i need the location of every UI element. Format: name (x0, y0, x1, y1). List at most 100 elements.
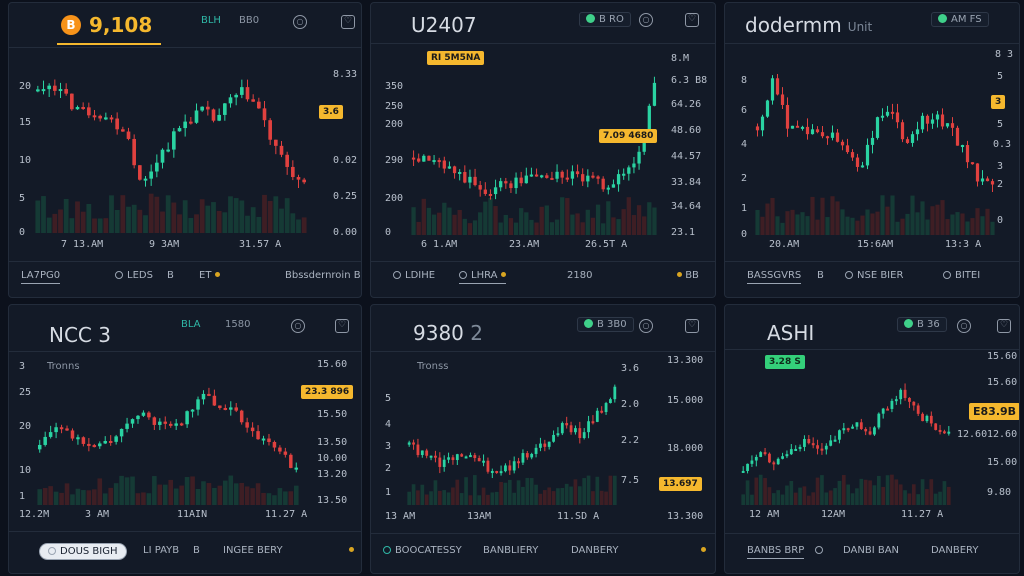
candle-body (885, 111, 890, 116)
filter-chip[interactable]: LI PAYB (143, 545, 179, 556)
tab-toggle[interactable]: B RO (579, 12, 631, 27)
filter-chip[interactable]: BB (677, 270, 699, 281)
volume-bar (69, 218, 75, 233)
y-axis-far-label: 13.300 (667, 511, 704, 522)
volume-bar (524, 212, 529, 235)
eye-icon[interactable]: ○ (293, 15, 307, 29)
square-icon (393, 271, 401, 279)
volume-bar (86, 490, 92, 505)
volume-bar (800, 212, 805, 235)
filter-chip[interactable]: 2180 (567, 270, 592, 281)
filter-chip[interactable]: B (167, 270, 174, 281)
chip-label: B (167, 270, 174, 281)
volume-bar (573, 479, 578, 505)
volume-bar (789, 481, 794, 505)
chart-caption: Tronns (47, 361, 80, 372)
footer-divider (371, 533, 715, 534)
y-axis-label: 0 (19, 227, 26, 238)
filter-chip[interactable]: LEDS (115, 270, 153, 281)
filter-chip[interactable]: ET (199, 270, 220, 281)
volume-bar (494, 491, 499, 505)
candle-body (488, 193, 493, 196)
eye-icon[interactable]: ○ (957, 319, 971, 333)
filter-chip[interactable]: BOOCATESSY (383, 545, 462, 556)
tab-label-right[interactable]: BB0 (239, 15, 260, 26)
volume-bar (636, 205, 642, 235)
tab-toggle[interactable]: B 3B0 (577, 317, 634, 332)
candle-body (512, 461, 516, 471)
filter-chip[interactable]: B (817, 270, 824, 281)
candle-body (873, 427, 876, 435)
volume-bar (911, 484, 916, 505)
volume-bar (407, 491, 412, 505)
eye-icon[interactable]: ○ (639, 13, 653, 27)
filter-chip[interactable]: LHRA (459, 270, 506, 284)
candle-body (903, 389, 907, 398)
candle-body (920, 115, 925, 130)
filter-chip[interactable]: BITEI (943, 270, 980, 281)
filter-chip[interactable] (815, 545, 827, 556)
candle-body (815, 129, 820, 133)
volume-bar (154, 196, 160, 233)
candle-body (934, 423, 938, 430)
filter-chip[interactable]: NSE BIER (845, 270, 903, 281)
favorite-icon[interactable]: ♡ (997, 319, 1011, 333)
favorite-icon[interactable]: ♡ (685, 13, 699, 27)
volume-bar (126, 206, 131, 233)
volume-bar (554, 219, 560, 235)
tab-label-right[interactable]: 1580 (225, 319, 251, 330)
volume-bar (486, 494, 490, 505)
filter-chip-active[interactable]: DOUS BIGH (39, 543, 127, 560)
volume-bar (141, 492, 146, 505)
chip-label: LDIHE (405, 270, 436, 281)
candle-body (432, 160, 436, 163)
candle-body (234, 94, 238, 98)
filter-chip[interactable]: BANBS BRP (747, 545, 805, 559)
favorite-icon[interactable]: ♡ (341, 15, 355, 29)
favorite-icon[interactable]: ♡ (685, 319, 699, 333)
volume-bar (52, 213, 58, 233)
tab-toggle[interactable]: B 36 (897, 317, 947, 332)
candle-body (870, 137, 875, 145)
filter-chip[interactable]: BASSGVRS (747, 270, 802, 284)
volume-bar (464, 477, 468, 505)
candlestick-chart (411, 76, 657, 235)
filter-chip[interactable]: B (193, 545, 200, 556)
candle-body (945, 123, 950, 127)
volume-bar (199, 199, 205, 233)
tab-label: B RO (599, 14, 624, 25)
tab-label-left[interactable]: BLH (201, 15, 221, 26)
y-axis-label: 10 (19, 155, 32, 166)
filter-chip[interactable]: INGEE BERY (223, 545, 283, 556)
y-axis-right-label: 3 (997, 161, 1004, 172)
volume-bar (595, 204, 601, 235)
filter-chip[interactable]: Bbssdernroin Bbd (285, 270, 361, 281)
candle-body (765, 100, 770, 117)
x-axis-label: 13AM (467, 511, 492, 522)
volume-bar (549, 222, 555, 235)
volume-bar (755, 209, 760, 235)
filter-chip[interactable]: DANBI BAN (843, 545, 899, 556)
volume-bar (925, 219, 930, 235)
candle-body (194, 110, 199, 123)
filter-chip[interactable]: LA7PG0 (21, 270, 61, 284)
filter-chip[interactable]: DANBERY (931, 545, 978, 556)
chip-label: DOUS BIGH (60, 546, 118, 557)
tab-toggle[interactable]: AM FS (931, 12, 989, 27)
filter-chip[interactable]: DANBERY (571, 545, 618, 556)
volume-bar (63, 198, 69, 233)
filter-chip[interactable] (701, 545, 706, 556)
tab-label-left[interactable]: BLA (181, 319, 201, 330)
candle-body (274, 139, 278, 146)
eye-icon[interactable]: ○ (291, 319, 305, 333)
candle-body (125, 423, 129, 429)
filter-chip[interactable] (349, 545, 354, 556)
filter-chip[interactable]: BANBLIERY (483, 545, 538, 556)
filter-chip[interactable]: LDIHE (393, 270, 435, 281)
favorite-icon[interactable]: ♡ (335, 319, 349, 333)
candle-body (509, 183, 513, 189)
volume-bar (860, 215, 865, 235)
eye-icon[interactable]: ○ (639, 319, 653, 333)
volume-bar (256, 216, 262, 233)
candle-body (477, 458, 481, 462)
